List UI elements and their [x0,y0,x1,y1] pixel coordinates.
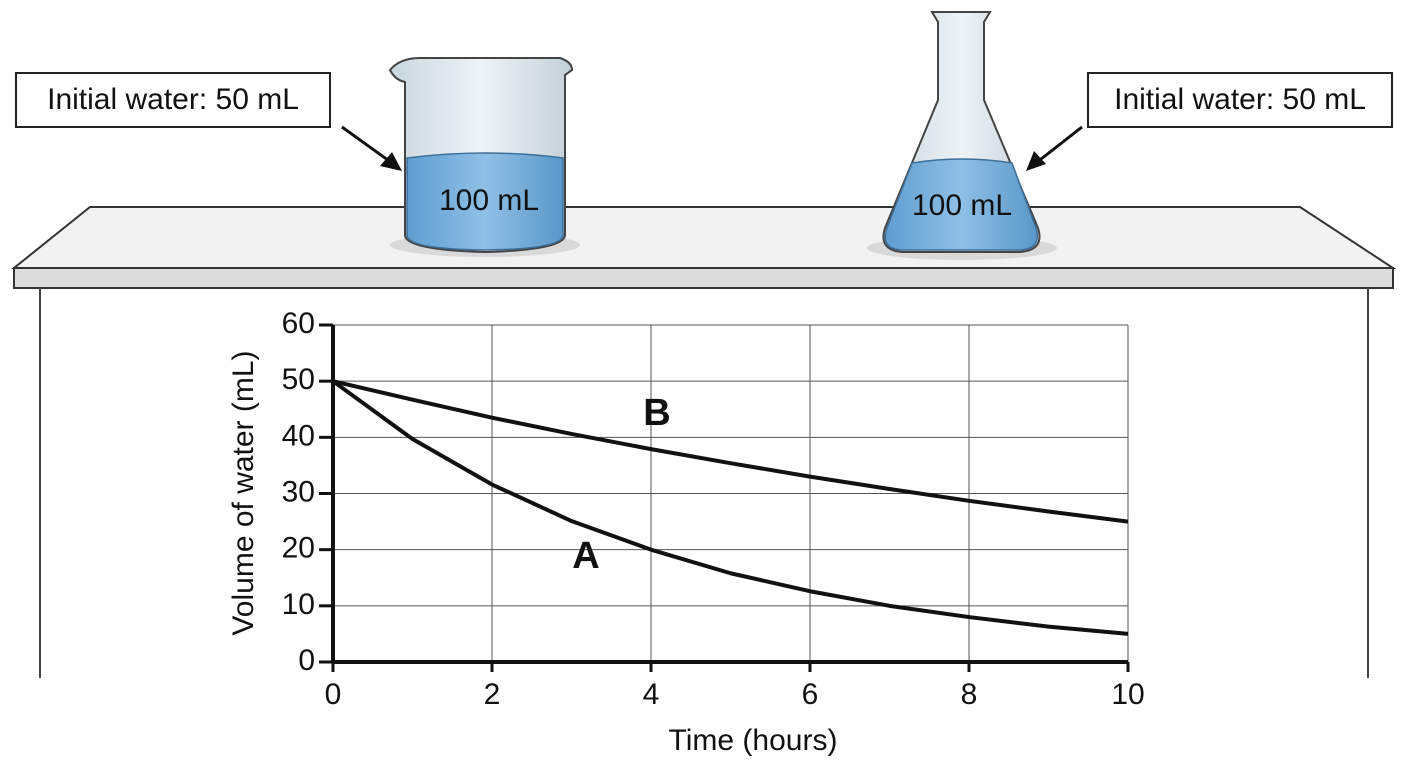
callout: Initial water: 50 mL [1114,83,1366,116]
series-label: B [643,392,670,434]
callout-box [15,72,331,128]
y-tick-label: 30 [282,475,315,508]
x-tick-label: 10 [1111,678,1144,711]
y-tick-label: 20 [282,532,315,565]
y-tick-label: 10 [282,588,315,621]
chart: Volume of water (mL) Time (hours) 010203… [227,307,1145,757]
beaker-marking: 100 mL [439,184,539,217]
x-tick-label: 0 [325,678,342,711]
x-tick-label: 2 [484,678,501,711]
table-edge [13,267,1394,289]
table-top [11,206,1397,269]
beaker-water [406,152,564,251]
x-tick-label: 6 [802,678,819,711]
flask-marking: 100 mL [912,189,1012,222]
y-tick-label: 40 [282,419,315,452]
y-tick-label: 60 [282,307,315,340]
flask-water [884,158,1038,251]
data-line [331,379,1129,636]
arrow-head [380,152,402,171]
y-tick-label: 0 [298,644,315,677]
series-label: A [572,535,599,577]
y-tick-label: 50 [282,363,315,396]
x-axis-title: Time (hours) [669,724,838,757]
y-axis-title: Volume of water (mL) [227,350,260,635]
arrow [1035,125,1083,165]
x-tick-label: 4 [643,678,660,711]
data-line [332,379,1129,524]
callout-box [1087,72,1393,128]
arrow-head [1026,151,1046,171]
arrow [341,125,393,165]
x-tick-label: 8 [961,678,978,711]
callout: Initial water: 50 mL [47,83,299,116]
